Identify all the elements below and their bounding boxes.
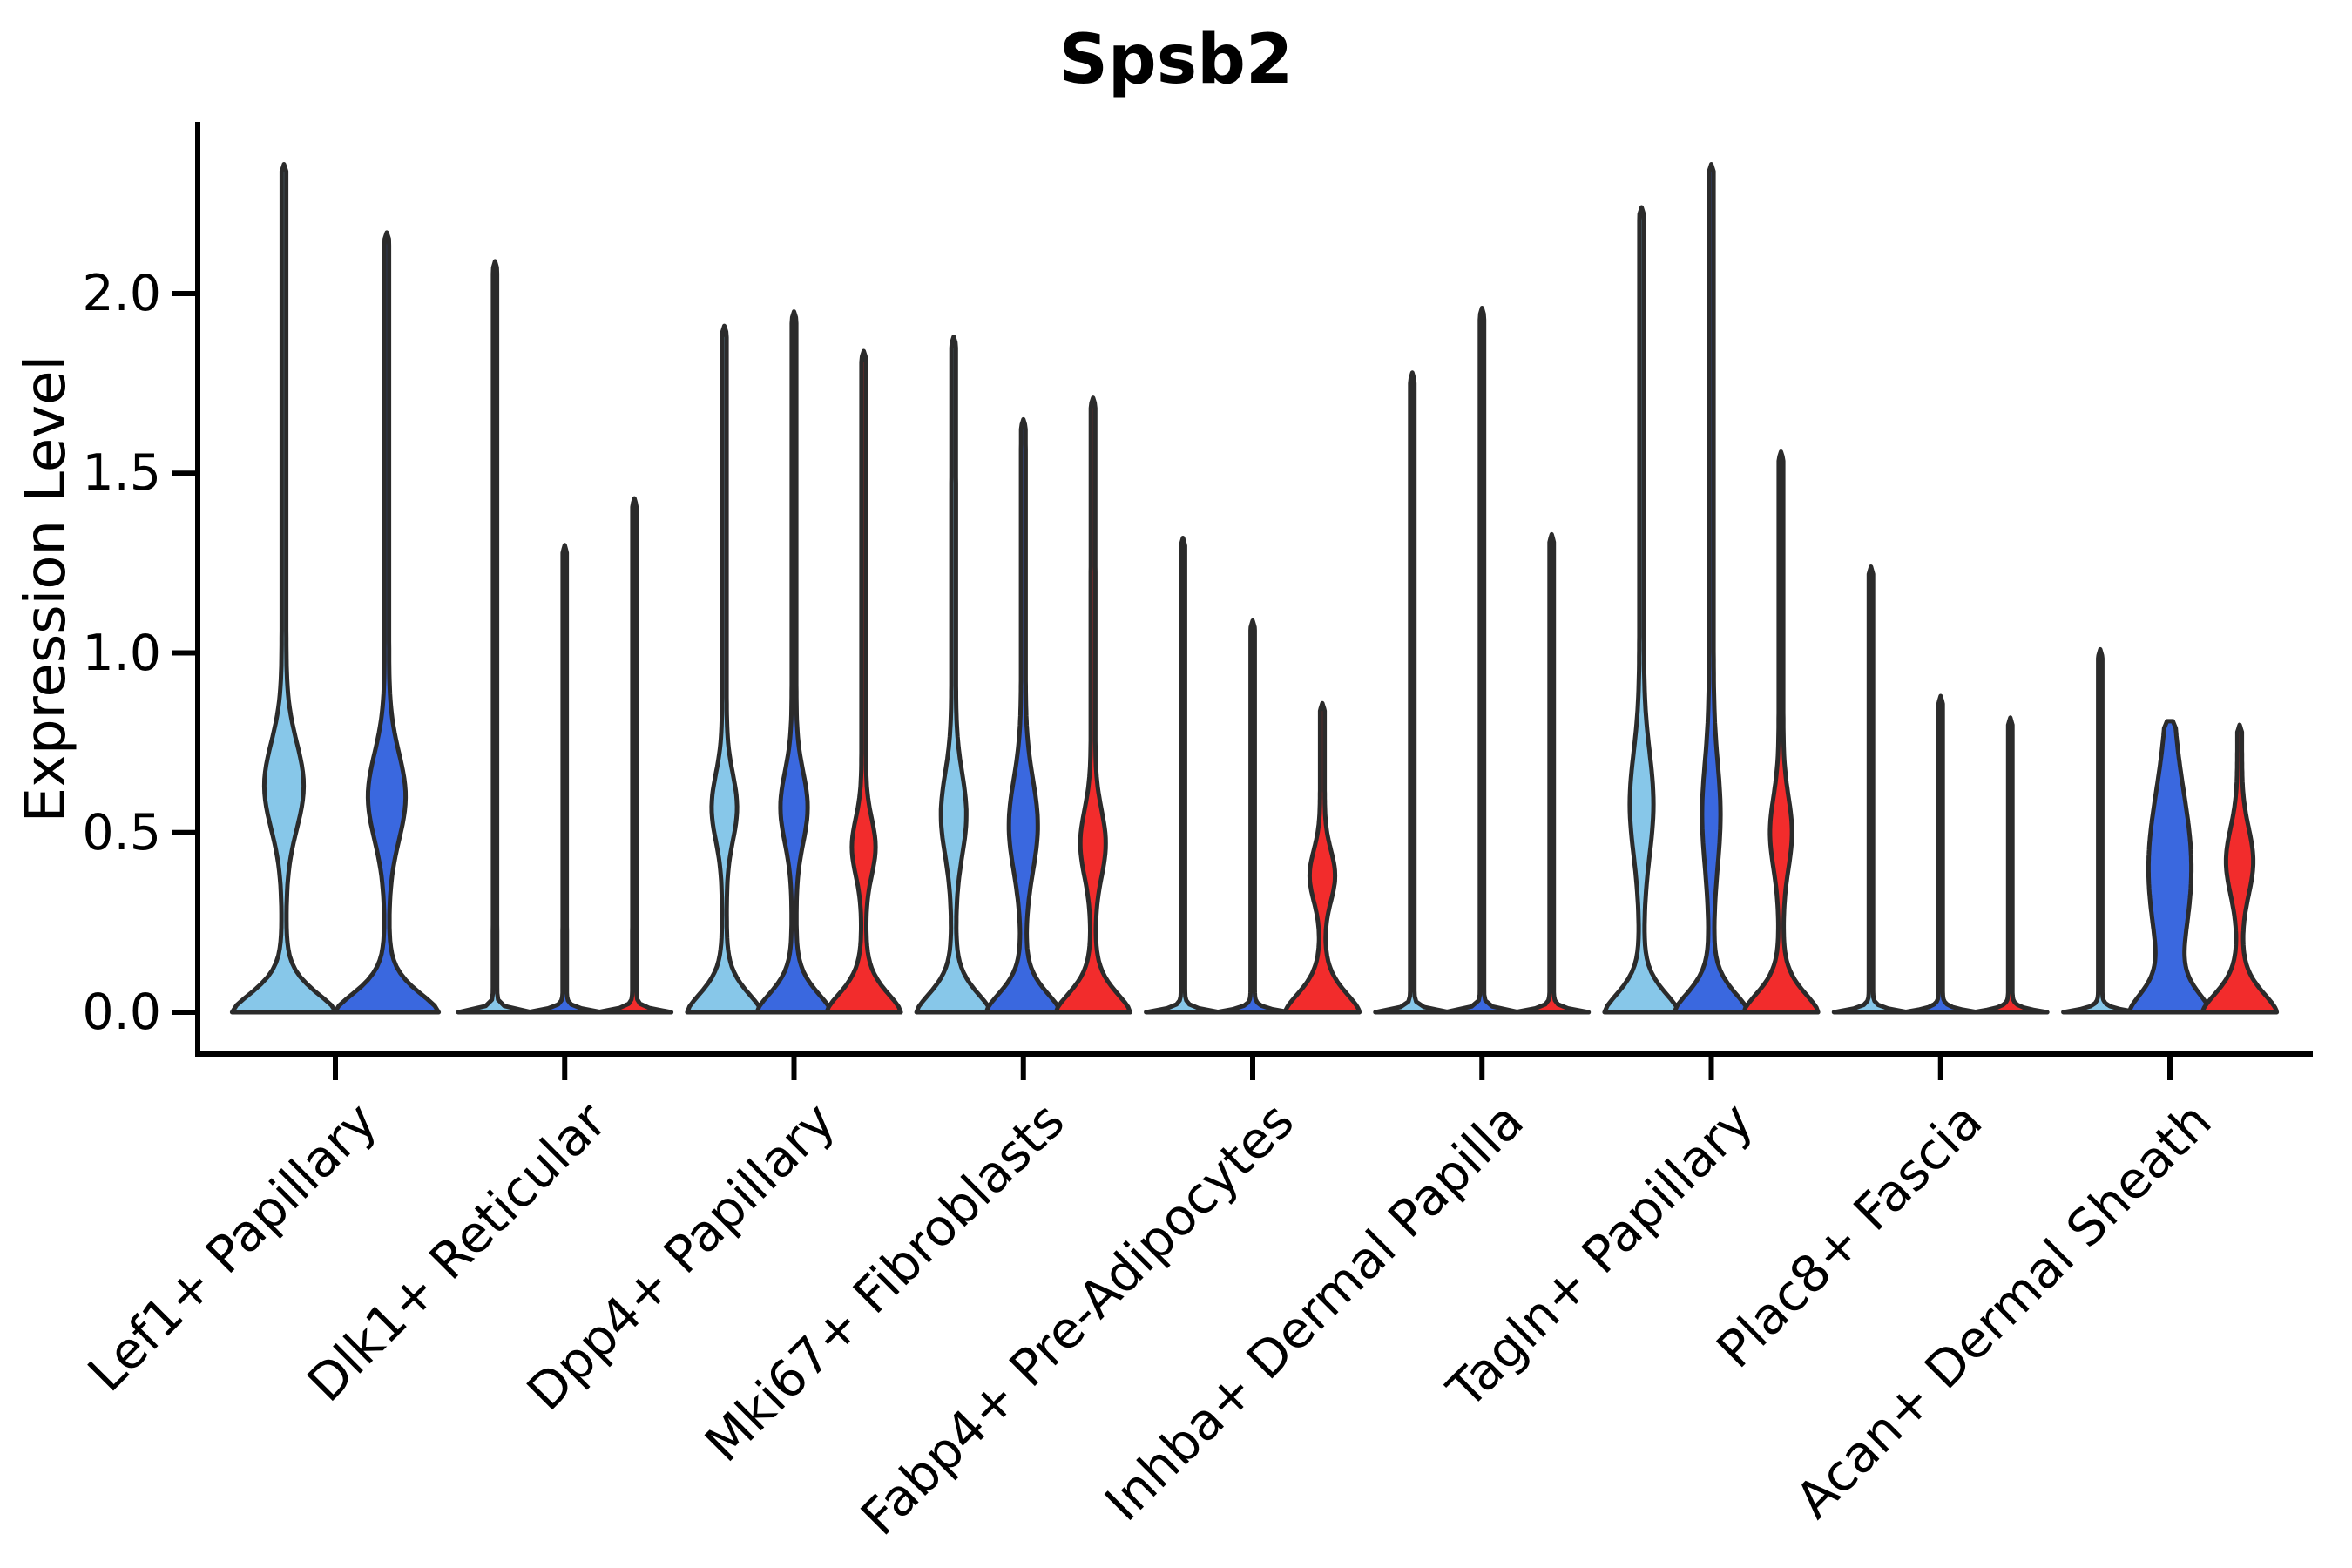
y-tick-label: 2.0 bbox=[82, 265, 161, 322]
violin-violin-lightblue bbox=[685, 323, 764, 1015]
violin-violin-red bbox=[1741, 449, 1821, 1015]
violin-violin-lightblue bbox=[229, 162, 339, 1015]
violin-violin-red bbox=[1282, 700, 1362, 1015]
violin-violin-red bbox=[1053, 395, 1132, 1015]
violin-violin-blue bbox=[2127, 719, 2213, 1015]
violin-stick-blue bbox=[1443, 306, 1522, 1015]
violin-stick-lightblue bbox=[1373, 370, 1452, 1015]
y-tick-label: 1.5 bbox=[82, 444, 161, 503]
violin-stick-lightblue bbox=[456, 259, 535, 1015]
violin-stick-lightblue bbox=[1831, 564, 1910, 1015]
violin-violin-blue bbox=[754, 309, 834, 1015]
violin-violin-red bbox=[2200, 722, 2280, 1015]
violin-stick-red bbox=[595, 496, 674, 1015]
y-tick-label: 0.5 bbox=[82, 803, 161, 862]
violin-violin-lightblue bbox=[914, 335, 993, 1015]
violin-violin-blue bbox=[983, 416, 1063, 1015]
violin-violin-blue bbox=[1672, 162, 1751, 1015]
violin-stick-red bbox=[1970, 715, 2050, 1015]
y-tick-label: 1.0 bbox=[82, 624, 161, 682]
violin-violin-lightblue bbox=[1602, 205, 1681, 1015]
violin-stick-blue bbox=[1901, 693, 1980, 1015]
violin-stick-blue bbox=[525, 543, 605, 1015]
violin-violin-red bbox=[824, 348, 903, 1015]
violin-stick-lightblue bbox=[2061, 646, 2139, 1015]
violin-stick-red bbox=[1512, 531, 1592, 1015]
violin-violin-blue bbox=[332, 230, 442, 1015]
chart-title: Spsb2 bbox=[1058, 21, 1294, 99]
violin-stick-lightblue bbox=[1144, 536, 1222, 1015]
violin-stick-blue bbox=[1213, 618, 1292, 1015]
y-tick-label: 0.0 bbox=[82, 983, 161, 1041]
